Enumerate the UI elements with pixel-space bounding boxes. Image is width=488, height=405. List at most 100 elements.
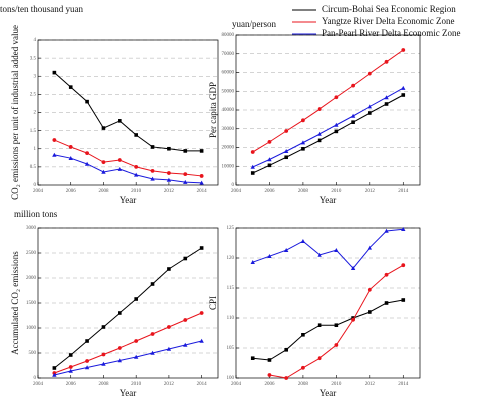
data-point xyxy=(317,138,322,143)
data-point xyxy=(284,155,288,160)
x-axis-label: Year xyxy=(120,195,137,205)
x-tick-label: 2006 xyxy=(264,189,275,194)
data-point xyxy=(117,346,122,350)
x-tick-label: 2010 xyxy=(331,189,342,194)
y-axis-label: Accumulated CO₂ emissions xyxy=(10,251,20,355)
x-tick-label: 2004 xyxy=(33,189,44,194)
data-point xyxy=(101,352,106,357)
data-point xyxy=(167,146,171,151)
x-axis-label: Year xyxy=(320,195,337,205)
data-point xyxy=(284,376,289,380)
data-point xyxy=(68,155,73,160)
data-point xyxy=(133,172,139,177)
data-point xyxy=(183,342,188,347)
y-tick-label: 40000 xyxy=(222,108,235,113)
data-point xyxy=(284,129,289,133)
data-point xyxy=(68,368,73,373)
x-tick-label: 2008 xyxy=(98,382,109,387)
data-point xyxy=(150,350,155,355)
data-point xyxy=(167,267,171,271)
data-point xyxy=(267,139,272,144)
data-point xyxy=(199,180,204,185)
y-tick-label: 120 xyxy=(227,256,235,261)
y-tick-label: 1.5 xyxy=(30,129,37,134)
data-point xyxy=(351,317,355,322)
series-line xyxy=(252,94,404,174)
data-point xyxy=(301,118,305,123)
x-axis-label: Year xyxy=(320,388,337,398)
y-tick-label: 100 xyxy=(227,376,235,381)
data-point xyxy=(199,149,204,153)
legend-label: Circum-Bohai Sea Economic Region xyxy=(322,4,456,14)
data-point xyxy=(350,266,356,270)
data-point xyxy=(250,260,255,264)
data-point xyxy=(183,256,188,261)
x-axis-label: Year xyxy=(120,388,137,398)
y-tick-label: 3 xyxy=(34,74,37,79)
unit-label: tons/ten thousand yuan xyxy=(0,4,83,14)
data-point xyxy=(117,358,123,363)
data-point xyxy=(150,332,155,336)
y-tick-label: 115 xyxy=(227,286,235,291)
y-tick-label: 2 xyxy=(34,111,37,116)
y-tick-label: 0.5 xyxy=(30,165,37,170)
data-point xyxy=(250,150,255,154)
legend-label: Pan-Pearl River Delta Economic Zone xyxy=(322,28,460,38)
data-point xyxy=(401,263,406,268)
x-tick-label: 2004 xyxy=(231,382,242,387)
x-tick-label: 2008 xyxy=(298,382,309,387)
data-point xyxy=(317,107,322,111)
data-point xyxy=(134,297,138,301)
data-point xyxy=(199,311,204,315)
data-point xyxy=(85,339,89,343)
data-point xyxy=(250,164,255,169)
x-tick-label: 2008 xyxy=(298,189,309,194)
y-tick-label: 1500 xyxy=(26,301,37,306)
series-line xyxy=(54,247,202,369)
y-tick-label: 60000 xyxy=(222,71,235,76)
x-tick-label: 2014 xyxy=(398,189,409,194)
data-point xyxy=(350,113,356,118)
data-point xyxy=(384,272,389,277)
series-line xyxy=(269,264,404,379)
data-point xyxy=(166,346,172,351)
unit-label: million tons xyxy=(14,209,58,219)
y-tick-label: 50000 xyxy=(222,89,235,94)
data-point xyxy=(85,359,89,363)
data-point xyxy=(183,172,188,177)
y-tick-label: 10000 xyxy=(222,164,235,169)
data-point xyxy=(84,161,90,166)
data-point xyxy=(384,102,389,106)
series-line xyxy=(252,299,404,361)
y-axis-label: CO₂ emissions per unit of industrial add… xyxy=(10,25,20,200)
data-point xyxy=(301,147,305,151)
unit-label: yuan/person xyxy=(232,19,276,29)
data-point xyxy=(301,365,305,370)
y-tick-label: 2000 xyxy=(26,276,37,281)
data-point xyxy=(52,138,57,142)
data-point xyxy=(300,140,306,145)
data-point xyxy=(117,166,123,171)
x-tick-label: 2004 xyxy=(231,189,242,194)
y-tick-label: 4 xyxy=(34,38,37,43)
y-tick-label: 0 xyxy=(34,183,37,188)
data-point xyxy=(167,171,171,175)
data-point xyxy=(183,318,188,322)
data-point xyxy=(317,131,322,136)
data-point xyxy=(283,149,289,154)
data-point xyxy=(118,119,122,123)
data-point xyxy=(367,104,373,109)
y-axis-label: CPI xyxy=(208,296,218,310)
y-tick-label: 105 xyxy=(227,346,235,351)
y-tick-label: 500 xyxy=(29,351,37,356)
series-line xyxy=(252,87,404,168)
data-point xyxy=(401,298,406,302)
data-point xyxy=(317,323,322,327)
data-point xyxy=(52,372,57,377)
series-line xyxy=(54,154,202,184)
data-point xyxy=(134,339,139,343)
data-point xyxy=(267,163,272,168)
data-point xyxy=(334,122,339,127)
series-line xyxy=(252,49,404,153)
x-tick-label: 2014 xyxy=(197,189,208,194)
